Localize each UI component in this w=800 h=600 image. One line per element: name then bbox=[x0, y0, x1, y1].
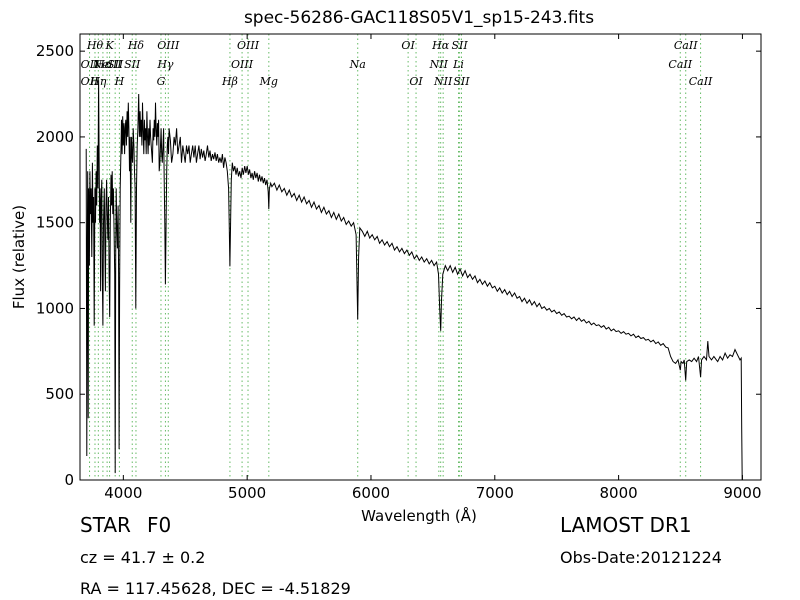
survey-label: LAMOST DR1 bbox=[560, 513, 692, 537]
y-tick-label: 0 bbox=[64, 471, 74, 489]
line-label: SII bbox=[452, 39, 469, 52]
line-label: OIII bbox=[157, 39, 180, 52]
x-axis-label: Wavelength (Å) bbox=[361, 506, 477, 525]
y-tick-label: 500 bbox=[45, 385, 74, 403]
y-axis-ticks: 0 500 1000 1500 2000 2500 bbox=[36, 42, 761, 489]
x-tick-label: 4000 bbox=[104, 484, 142, 502]
x-axis-ticks: 4000 5000 6000 7000 8000 9000 bbox=[104, 34, 762, 502]
y-tick-label: 2500 bbox=[36, 42, 74, 60]
line-label: Hθ bbox=[86, 39, 104, 52]
x-tick-label: 9000 bbox=[723, 484, 761, 502]
object-class: STAR bbox=[80, 513, 131, 537]
line-label: OI bbox=[401, 39, 415, 52]
coords-text: RA = 117.45628, DEC = -4.51829 bbox=[80, 579, 351, 598]
line-label: NII bbox=[433, 75, 453, 88]
line-label: Hε bbox=[94, 58, 111, 71]
line-label: OI bbox=[409, 75, 423, 88]
y-tick-label: 2000 bbox=[36, 128, 74, 146]
line-label: CaII bbox=[668, 58, 692, 71]
x-tick-label: 5000 bbox=[228, 484, 266, 502]
line-label: Hδ bbox=[127, 39, 145, 52]
line-label: CaII bbox=[674, 39, 698, 52]
line-label: SII bbox=[107, 58, 124, 71]
line-label: Hα bbox=[431, 39, 450, 52]
spectrum-line bbox=[85, 80, 744, 481]
line-label: CaII bbox=[689, 75, 713, 88]
y-axis-label: Flux (relative) bbox=[10, 205, 28, 309]
redshift-text: cz = 41.7 ± 0.2 bbox=[80, 548, 206, 567]
x-tick-label: 6000 bbox=[352, 484, 390, 502]
object-subclass: F0 bbox=[147, 513, 172, 537]
line-label: Hβ bbox=[221, 75, 238, 88]
y-tick-label: 1500 bbox=[36, 214, 74, 232]
spectral-line-labels: OIIOIIHθHηHεNeIIIKSIIHSIIHδGHγOIIIHβOIII… bbox=[81, 39, 713, 88]
line-label: Li bbox=[452, 58, 464, 71]
line-label: NII bbox=[429, 58, 449, 71]
line-label: NeIII bbox=[92, 58, 123, 71]
line-label: Na bbox=[349, 58, 366, 71]
line-label: OII bbox=[81, 75, 99, 88]
line-label: SII bbox=[453, 75, 470, 88]
line-label: OIII bbox=[231, 58, 254, 71]
line-label: OIII bbox=[237, 39, 260, 52]
spectral-line-markers bbox=[89, 34, 702, 480]
plot-frame bbox=[79, 33, 762, 481]
line-label: Hη bbox=[89, 75, 107, 88]
line-label: Mg bbox=[259, 75, 278, 88]
y-tick-label: 1000 bbox=[36, 299, 74, 317]
line-label: K bbox=[104, 39, 114, 52]
x-tick-label: 8000 bbox=[600, 484, 638, 502]
chart-title: spec-56286-GAC118S05V1_sp15-243.fits bbox=[244, 8, 594, 28]
line-label: Hγ bbox=[156, 58, 174, 71]
line-label: OII bbox=[81, 58, 99, 71]
line-label: SII bbox=[124, 58, 141, 71]
line-label: G bbox=[157, 75, 166, 88]
x-tick-label: 7000 bbox=[476, 484, 514, 502]
line-label: H bbox=[114, 75, 125, 88]
obs-date-text: Obs-Date:20121224 bbox=[560, 548, 722, 567]
